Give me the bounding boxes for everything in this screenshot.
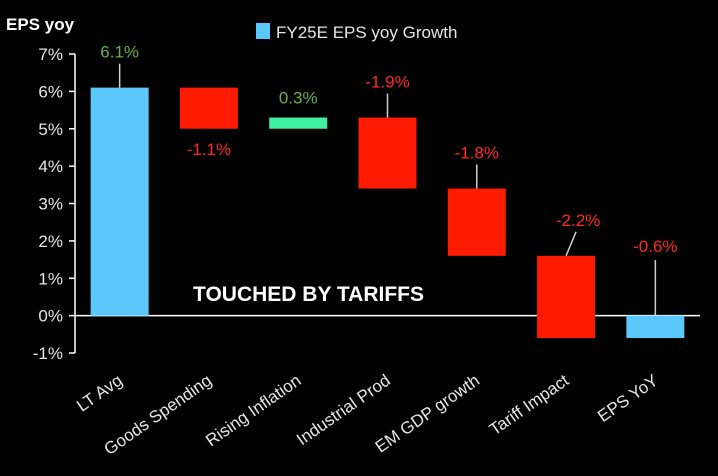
category-label: Rising Inflation	[202, 371, 304, 451]
y-tick-label: 5%	[38, 120, 63, 139]
bars	[90, 87, 685, 339]
bar-em-gdp-growth	[447, 188, 506, 256]
data-labels: 6.1% -1.1% 0.3% -1.9% -1.8% -2.2% -0.6%	[100, 43, 678, 316]
bar-lt-avg	[90, 87, 149, 316]
y-tick-label: -1%	[33, 344, 63, 363]
data-label: -1.1%	[187, 140, 231, 159]
category-label: Tariff Impact	[486, 371, 573, 440]
data-label: -1.9%	[365, 73, 409, 92]
y-tick-label: 6%	[38, 82, 63, 101]
leader-line	[565, 231, 577, 257]
bar-goods-spending	[179, 87, 238, 129]
annotation-text: TOUCHED BY TARIFFS	[193, 283, 424, 306]
y-axis: -1% 0% 1% 2% 3% 4% 5% 6% 7%	[33, 45, 76, 363]
data-label: 0.3%	[279, 89, 318, 108]
legend-label: FY25E EPS yoy Growth	[276, 23, 457, 42]
y-tick-label: 7%	[38, 45, 63, 64]
legend-swatch	[256, 23, 270, 39]
y-tick-label: 0%	[38, 307, 63, 326]
data-label: -2.2%	[556, 211, 600, 230]
y-axis-title: EPS yoy	[6, 15, 75, 34]
y-tick-label: 1%	[38, 269, 63, 288]
bar-eps-yoy	[626, 315, 685, 339]
data-label: 6.1%	[100, 43, 139, 62]
y-tick-label: 3%	[38, 195, 63, 214]
bar-industrial-prod	[358, 117, 417, 189]
category-label: LT Avg	[73, 371, 126, 416]
y-tick-label: 2%	[38, 232, 63, 251]
bar-rising-inflation	[269, 117, 328, 129]
legend: FY25E EPS yoy Growth	[256, 23, 457, 42]
data-label: -0.6%	[633, 237, 677, 256]
bar-tariff-impact	[537, 255, 596, 339]
data-label: -1.8%	[455, 144, 499, 163]
y-tick-label: 4%	[38, 157, 63, 176]
category-label: EPS YoY	[594, 371, 661, 426]
